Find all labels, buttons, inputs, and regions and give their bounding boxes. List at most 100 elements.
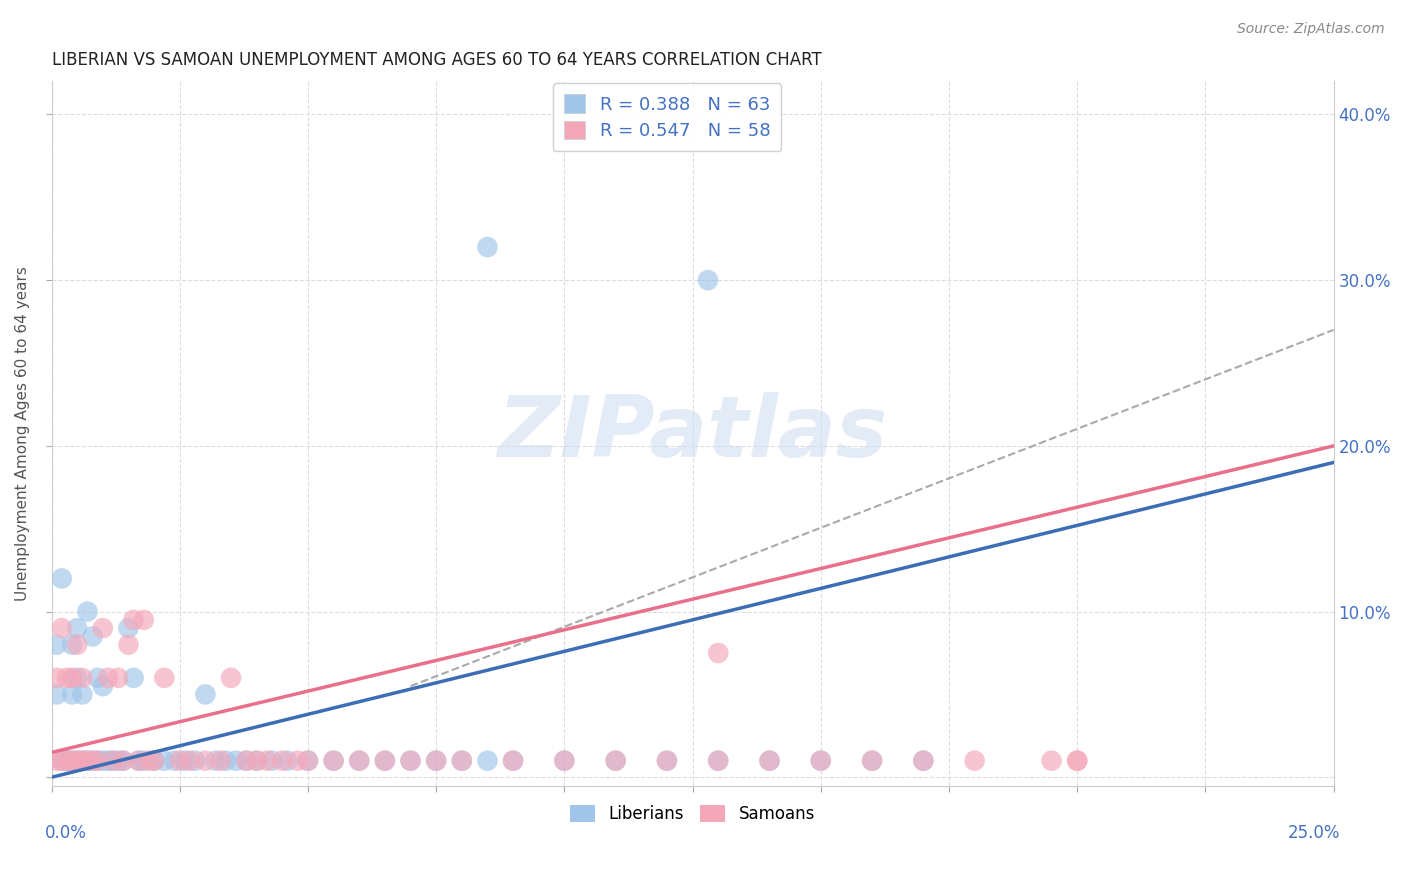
Point [72,671,94,685]
Point [60,687,83,701]
Point [179,754,201,768]
Point [204,754,226,768]
Point [56,754,79,768]
Point [322,754,344,768]
Text: ZIPatlas: ZIPatlas [498,392,887,475]
Point [86,671,108,685]
Point [349,754,371,768]
Point [374,754,396,768]
Point [374,754,396,768]
Point [810,754,832,768]
Point [128,754,150,768]
Point [112,754,135,768]
Point [235,754,257,768]
Point [91,754,114,768]
Point [97,754,120,768]
Point [153,754,176,768]
Point [66,671,89,685]
Point [122,671,145,685]
Point [1066,754,1088,768]
Point [66,621,89,635]
Point [605,754,627,768]
Point [72,754,94,768]
Point [173,754,195,768]
Point [477,754,499,768]
Point [51,754,73,768]
Point [82,754,104,768]
Point [76,605,98,619]
Text: LIBERIAN VS SAMOAN UNEMPLOYMENT AMONG AGES 60 TO 64 YEARS CORRELATION CHART: LIBERIAN VS SAMOAN UNEMPLOYMENT AMONG AG… [52,51,821,69]
Text: 0.0%: 0.0% [45,824,87,842]
Point [707,646,730,660]
Point [450,754,472,768]
Point [45,671,67,685]
Point [132,613,155,627]
Point [963,754,986,768]
Point [810,754,832,768]
Point [271,754,294,768]
Point [194,754,217,768]
Point [184,754,207,768]
Point [56,671,79,685]
Point [758,754,780,768]
Point [912,754,935,768]
Point [235,754,257,768]
Point [209,754,232,768]
Point [51,754,73,768]
Point [1066,754,1088,768]
Point [56,754,79,768]
Point [1040,754,1063,768]
Point [45,638,67,652]
Point [758,754,780,768]
Point [101,754,124,768]
Point [860,754,883,768]
Point [425,754,447,768]
Point [107,754,129,768]
Point [707,754,730,768]
Point [128,754,150,768]
Point [72,754,94,768]
Point [225,754,247,768]
Legend: R = 0.388   N = 63, R = 0.547   N = 58: R = 0.388 N = 63, R = 0.547 N = 58 [553,83,782,151]
Text: 25.0%: 25.0% [1288,824,1340,842]
Point [72,687,94,701]
Point [502,754,524,768]
Point [860,754,883,768]
Point [143,754,166,768]
Point [399,754,422,768]
Point [138,754,160,768]
Point [246,754,269,768]
Point [163,754,186,768]
Point [477,240,499,254]
Point [60,638,83,652]
Point [169,754,191,768]
Point [66,638,89,652]
Point [117,621,139,635]
Point [215,754,238,768]
Point [51,571,73,585]
Point [399,754,422,768]
Point [912,754,935,768]
Point [605,754,627,768]
Point [45,754,67,768]
Point [91,679,114,693]
Point [194,687,217,701]
Point [297,754,319,768]
Point [60,754,83,768]
Point [697,273,720,287]
Point [45,687,67,701]
Point [553,754,575,768]
Point [450,754,472,768]
Point [122,613,145,627]
Point [707,754,730,768]
Point [153,671,176,685]
Point [82,754,104,768]
Point [502,754,524,768]
Point [132,754,155,768]
Point [91,621,114,635]
Point [322,754,344,768]
Point [76,754,98,768]
Point [425,754,447,768]
Point [60,754,83,768]
Point [117,638,139,652]
